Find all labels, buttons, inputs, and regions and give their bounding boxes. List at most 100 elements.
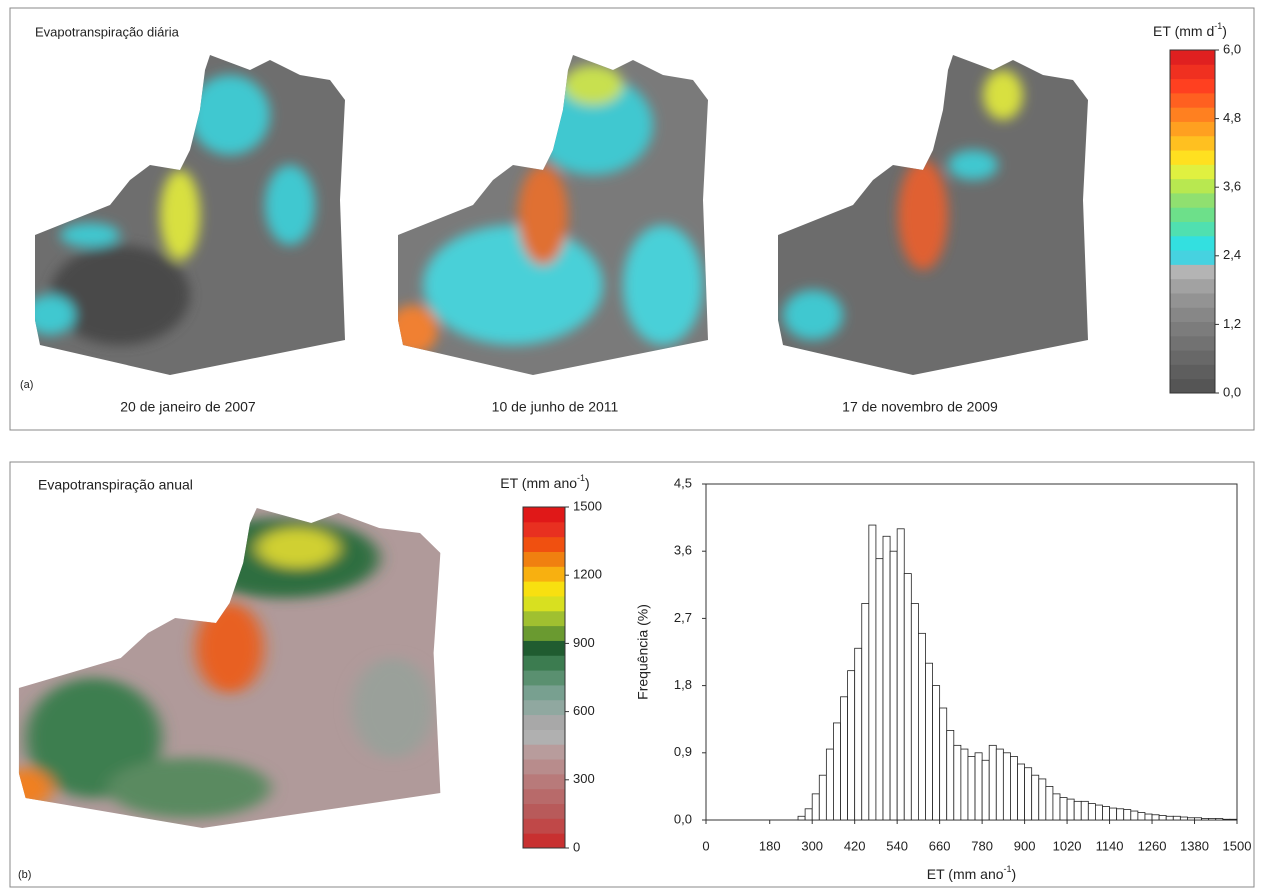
histogram-bar	[1110, 808, 1117, 820]
histogram-bar	[1081, 801, 1088, 820]
histogram-bar	[954, 745, 961, 820]
color-step	[1170, 207, 1215, 222]
colorbar-tick-label: 3,6	[1223, 179, 1241, 194]
color-step	[1170, 364, 1215, 379]
color-step	[523, 789, 565, 804]
color-step	[523, 804, 565, 819]
histogram-bar	[819, 775, 826, 820]
color-step	[523, 774, 565, 789]
histogram-bar	[869, 525, 876, 820]
histogram-bar	[1209, 819, 1216, 820]
colorbar-tick-label: 900	[573, 635, 595, 650]
color-step	[1170, 236, 1215, 251]
histogram-bar	[798, 816, 805, 820]
color-step	[1170, 336, 1215, 351]
x-axis-label-part: ET (mm ano	[927, 866, 1004, 882]
colorbar-tick-label: 1500	[573, 498, 602, 513]
map-date: 10 de junho de 2011	[492, 399, 619, 415]
color-step	[523, 655, 565, 670]
y-tick-label: 0,9	[674, 744, 692, 759]
color-step	[523, 685, 565, 700]
colorbar-tick-label: 1200	[573, 567, 602, 582]
x-tick-label: 1260	[1138, 838, 1167, 853]
y-tick-label: 1,8	[674, 677, 692, 692]
color-step	[1170, 250, 1215, 265]
histogram-bar	[1046, 786, 1053, 820]
colorbar-tick-label: 300	[573, 771, 595, 786]
color-step	[523, 833, 565, 848]
histogram-bar	[1010, 757, 1017, 820]
y-tick-label: 3,6	[674, 543, 692, 558]
x-tick-label: 540	[886, 838, 908, 853]
histogram-bar	[1102, 807, 1109, 820]
x-tick-label: 420	[844, 838, 866, 853]
color-step	[1170, 164, 1215, 179]
histogram-bar	[1003, 753, 1010, 820]
histogram-bar	[918, 633, 925, 820]
map	[773, 55, 1093, 380]
histogram-bar	[1053, 794, 1060, 820]
histogram-bar	[890, 551, 897, 820]
color-step	[1170, 193, 1215, 208]
color-step	[1170, 121, 1215, 136]
colorbar-title: ET (mm d-1)	[1153, 21, 1227, 38]
colorbar-title-part: ET (mm ano	[500, 475, 577, 491]
color-step	[523, 626, 565, 641]
color-step	[1170, 79, 1215, 94]
map-date: 17 de novembro de 2009	[842, 399, 998, 415]
histogram-bar	[862, 603, 869, 820]
colorbar-tick-label: 4,8	[1223, 110, 1241, 125]
color-step	[1170, 379, 1215, 394]
histogram-bar	[1018, 764, 1025, 820]
histogram-bar	[1223, 819, 1230, 820]
x-tick-label: 1380	[1180, 838, 1209, 853]
color-step	[1170, 264, 1215, 279]
histogram-bar	[1202, 819, 1209, 820]
colorbar-tick-label: 6,0	[1223, 41, 1241, 56]
x-tick-label: 900	[1014, 838, 1036, 853]
histogram-bar	[833, 723, 840, 820]
y-tick-label: 4,5	[674, 475, 692, 490]
colorbar-title-part: )	[585, 475, 590, 491]
histogram-bar	[1159, 816, 1166, 820]
color-step	[523, 611, 565, 626]
histogram-bar	[848, 671, 855, 820]
histogram-bar	[1195, 818, 1202, 820]
x-tick-label: 1140	[1096, 838, 1124, 853]
color-step	[523, 522, 565, 537]
histogram-bar	[1216, 819, 1223, 820]
color-step	[523, 700, 565, 715]
histogram-bar	[1095, 805, 1102, 820]
colorbar-title-part: )	[1222, 23, 1227, 39]
y-tick-label: 2,7	[674, 610, 692, 625]
histogram-bar	[826, 749, 833, 820]
histogram-bar	[1088, 804, 1095, 820]
histogram-bar	[841, 697, 848, 820]
color-step	[1170, 150, 1215, 165]
colorbar-tick-label: 0	[573, 839, 580, 854]
color-step	[1170, 322, 1215, 337]
histogram-bar	[1166, 816, 1173, 820]
histogram-bar	[812, 794, 819, 820]
color-step	[523, 596, 565, 611]
histogram-bar	[911, 603, 918, 820]
histogram-bar	[925, 663, 932, 820]
histogram-bar	[982, 760, 989, 820]
histogram-bar	[947, 730, 954, 820]
histogram-bar	[897, 529, 904, 820]
histogram-bar	[933, 686, 940, 820]
color-step	[523, 818, 565, 833]
color-step	[523, 640, 565, 655]
color-step	[523, 729, 565, 744]
histogram-bar	[1067, 799, 1074, 820]
color-step	[1170, 93, 1215, 108]
map	[0, 508, 447, 833]
color-step	[523, 581, 565, 596]
color-step	[523, 670, 565, 685]
y-tick-label: 0,0	[674, 811, 692, 826]
histogram-bar	[1060, 798, 1067, 820]
histogram-bar	[1039, 779, 1046, 820]
x-tick-label: 660	[929, 838, 951, 853]
color-step	[523, 551, 565, 566]
color-step	[523, 537, 565, 552]
